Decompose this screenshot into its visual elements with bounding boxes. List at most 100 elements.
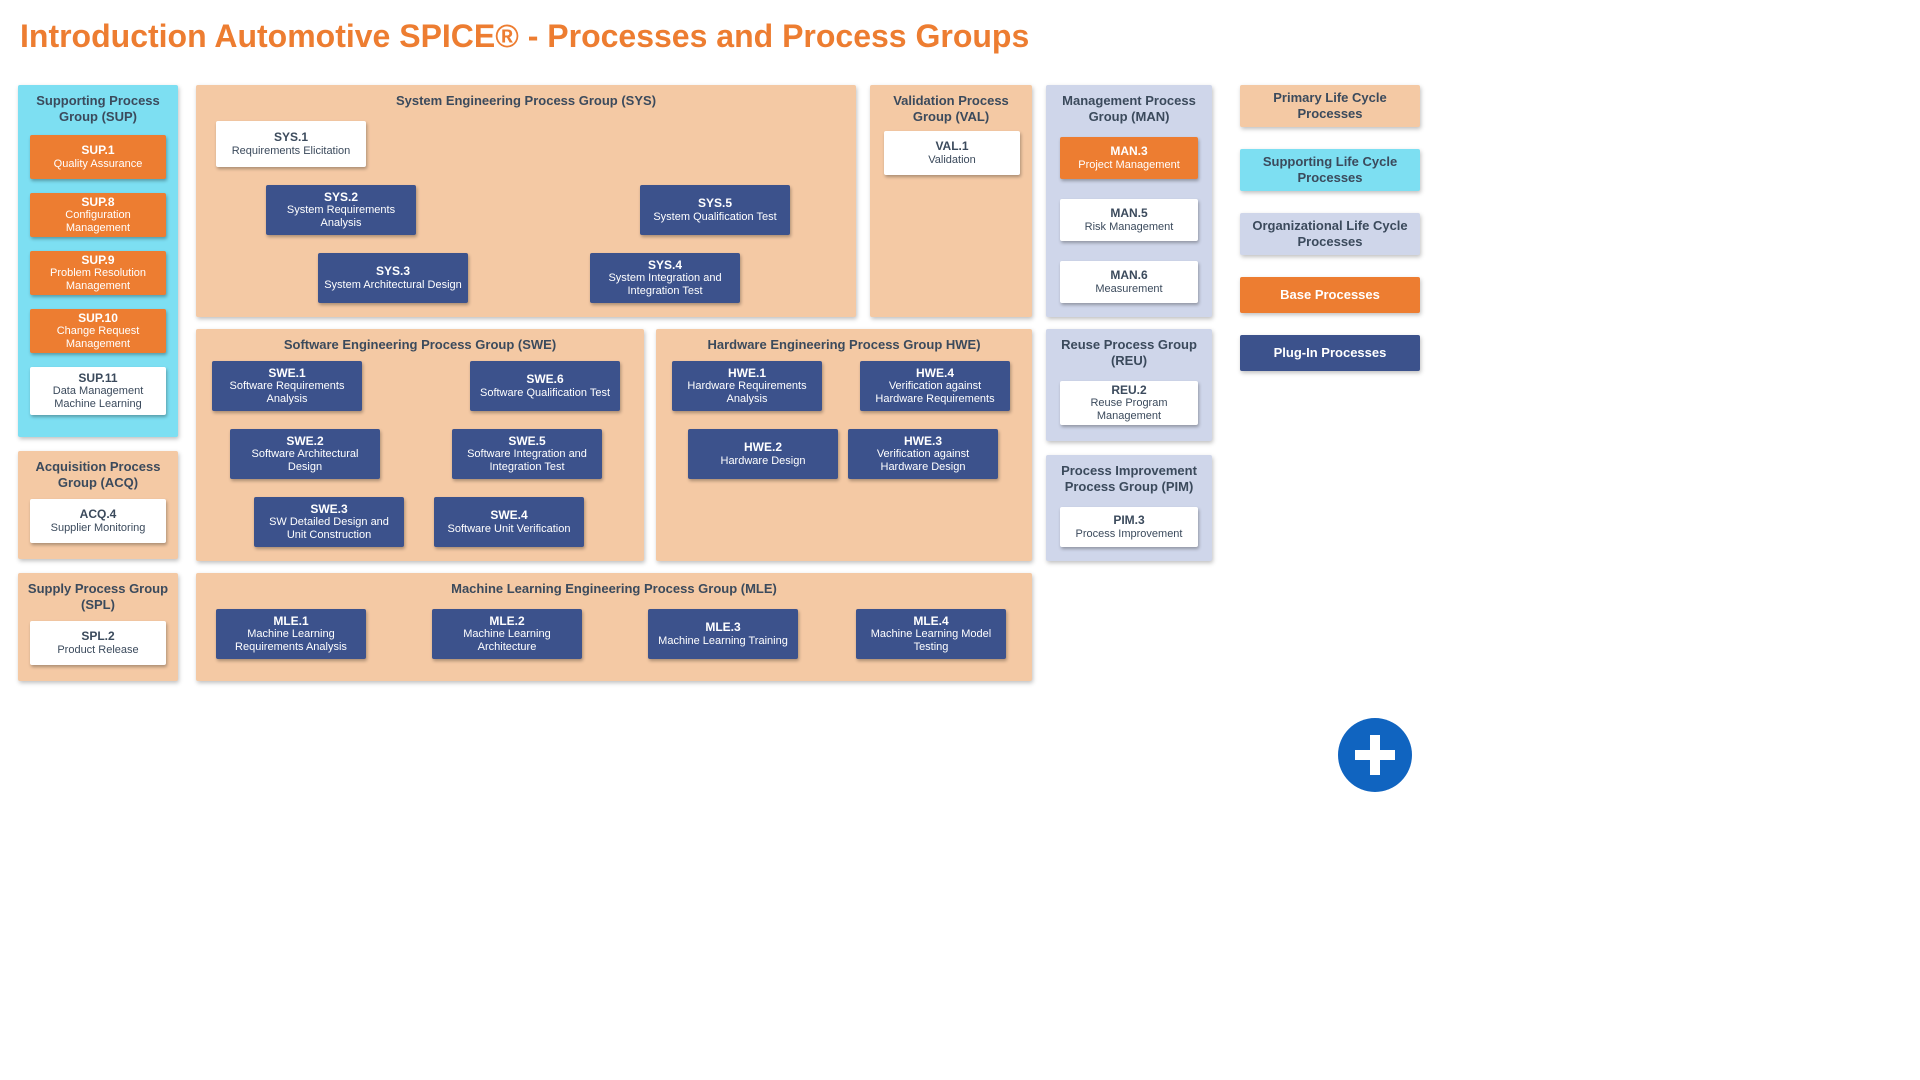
box-man5-name: Risk Management xyxy=(1085,221,1174,234)
box-swe4: SWE.4 Software Unit Verification xyxy=(434,497,584,547)
box-swe2-name: Software Architectural Design xyxy=(236,448,374,474)
box-sys4: SYS.4 System Integration and Integration… xyxy=(590,253,740,303)
box-hwe3-name: Verification against Hardware Design xyxy=(854,448,992,474)
box-sup9-name: Problem Resolution Management xyxy=(36,267,160,293)
box-sup10: SUP.10 Change Request Management xyxy=(30,309,166,353)
box-swe1-name: Software Requirements Analysis xyxy=(218,380,356,406)
box-acq4-name: Supplier Monitoring xyxy=(51,522,146,535)
group-sup-title: Supporting Process Group (SUP) xyxy=(18,85,178,132)
box-hwe1: HWE.1 Hardware Requirements Analysis xyxy=(672,361,822,411)
box-val1: VAL.1 Validation xyxy=(884,131,1020,175)
box-mle3: MLE.3 Machine Learning Training xyxy=(648,609,798,659)
box-hwe4-name: Verification against Hardware Requiremen… xyxy=(866,380,1004,406)
group-val: Validation Process Group (VAL) xyxy=(870,85,1032,317)
box-sys1-name: Requirements Elicitation xyxy=(232,145,351,158)
box-sup11-name: Data Management Machine Learning xyxy=(36,385,160,411)
box-sup11: SUP.11 Data Management Machine Learning xyxy=(30,367,166,415)
box-spl2: SPL.2 Product Release xyxy=(30,621,166,665)
box-swe5-name: Software Integration and Integration Tes… xyxy=(458,448,596,474)
legend-org: Organizational Life Cycle Processes xyxy=(1240,213,1420,255)
box-hwe4-code: HWE.4 xyxy=(916,366,954,380)
box-sup8-name: Configuration Management xyxy=(36,209,160,235)
box-swe1-code: SWE.1 xyxy=(268,366,305,380)
group-hwe-title: Hardware Engineering Process Group HWE) xyxy=(656,329,1032,359)
box-swe1: SWE.1 Software Requirements Analysis xyxy=(212,361,362,411)
box-sys3-name: System Architectural Design xyxy=(324,279,462,292)
box-sup10-name: Change Request Management xyxy=(36,325,160,351)
box-sys4-code: SYS.4 xyxy=(648,258,682,272)
group-mle-title: Machine Learning Engineering Process Gro… xyxy=(196,573,1032,603)
box-hwe3-code: HWE.3 xyxy=(904,434,942,448)
group-val-title: Validation Process Group (VAL) xyxy=(870,85,1032,132)
box-sys5: SYS.5 System Qualification Test xyxy=(640,185,790,235)
box-mle2: MLE.2 Machine Learning Architecture xyxy=(432,609,582,659)
box-swe2-code: SWE.2 xyxy=(286,434,323,448)
box-spl2-name: Product Release xyxy=(57,644,138,657)
box-mle1-name: Machine Learning Requirements Analysis xyxy=(222,628,360,654)
box-swe5-code: SWE.5 xyxy=(508,434,545,448)
box-sup1: SUP.1 Quality Assurance xyxy=(30,135,166,179)
box-sys5-code: SYS.5 xyxy=(698,196,732,210)
box-sup10-code: SUP.10 xyxy=(78,311,118,325)
box-man6: MAN.6 Measurement xyxy=(1060,261,1198,303)
box-mle3-name: Machine Learning Training xyxy=(658,635,788,648)
box-sys1: SYS.1 Requirements Elicitation xyxy=(216,121,366,167)
add-button[interactable] xyxy=(1338,718,1412,792)
box-hwe2: HWE.2 Hardware Design xyxy=(688,429,838,479)
box-sup8: SUP.8 Configuration Management xyxy=(30,193,166,237)
legend-primary: Primary Life Cycle Processes xyxy=(1240,85,1420,127)
box-sys3: SYS.3 System Architectural Design xyxy=(318,253,468,303)
box-mle4-code: MLE.4 xyxy=(913,614,948,628)
group-spl-title: Supply Process Group (SPL) xyxy=(18,573,178,620)
box-swe3-name: SW Detailed Design and Unit Construction xyxy=(260,516,398,542)
box-mle2-name: Machine Learning Architecture xyxy=(438,628,576,654)
box-man5-code: MAN.5 xyxy=(1110,206,1147,220)
legend-base: Base Processes xyxy=(1240,277,1420,313)
box-mle2-code: MLE.2 xyxy=(489,614,524,628)
legend-support: Supporting Life Cycle Processes xyxy=(1240,149,1420,191)
box-sup9-code: SUP.9 xyxy=(81,253,114,267)
box-swe6-name: Software Qualification Test xyxy=(480,387,610,400)
legend-plugin: Plug-In Processes xyxy=(1240,335,1420,371)
box-pim3-name: Process Improvement xyxy=(1076,528,1183,541)
box-sys1-code: SYS.1 xyxy=(274,130,308,144)
group-man-title: Management Process Group (MAN) xyxy=(1046,85,1212,132)
box-val1-name: Validation xyxy=(928,154,976,167)
box-swe2: SWE.2 Software Architectural Design xyxy=(230,429,380,479)
box-swe5: SWE.5 Software Integration and Integrati… xyxy=(452,429,602,479)
box-acq4: ACQ.4 Supplier Monitoring xyxy=(30,499,166,543)
box-sup11-code: SUP.11 xyxy=(78,371,117,385)
box-mle1-code: MLE.1 xyxy=(273,614,308,628)
box-sup8-code: SUP.8 xyxy=(81,195,114,209)
box-mle4-name: Machine Learning Model Testing xyxy=(862,628,1000,654)
box-man3: MAN.3 Project Management xyxy=(1060,137,1198,179)
box-hwe4: HWE.4 Verification against Hardware Requ… xyxy=(860,361,1010,411)
box-swe6-code: SWE.6 xyxy=(526,372,563,386)
box-sys3-code: SYS.3 xyxy=(376,264,410,278)
box-man3-name: Project Management xyxy=(1078,159,1180,172)
group-swe-title: Software Engineering Process Group (SWE) xyxy=(196,329,644,359)
box-man3-code: MAN.3 xyxy=(1110,144,1147,158)
box-hwe1-code: HWE.1 xyxy=(728,366,766,380)
box-swe3-code: SWE.3 xyxy=(310,502,347,516)
box-sys2-name: System Requirements Analysis xyxy=(272,204,410,230)
box-val1-code: VAL.1 xyxy=(935,139,968,153)
box-spl2-code: SPL.2 xyxy=(81,629,114,643)
box-pim3-code: PIM.3 xyxy=(1113,513,1144,527)
diagram-canvas: Supporting Process Group (SUP) SUP.1 Qua… xyxy=(0,85,1440,765)
box-swe4-name: Software Unit Verification xyxy=(448,523,571,536)
box-acq4-code: ACQ.4 xyxy=(80,507,117,521)
box-man6-name: Measurement xyxy=(1095,283,1162,296)
box-man5: MAN.5 Risk Management xyxy=(1060,199,1198,241)
group-sys-title: System Engineering Process Group (SYS) xyxy=(196,85,856,115)
group-acq-title: Acquisition Process Group (ACQ) xyxy=(18,451,178,498)
box-sys2: SYS.2 System Requirements Analysis xyxy=(266,185,416,235)
box-sys2-code: SYS.2 xyxy=(324,190,358,204)
box-reu2-code: REU.2 xyxy=(1111,383,1146,397)
box-pim3: PIM.3 Process Improvement xyxy=(1060,507,1198,547)
box-swe3: SWE.3 SW Detailed Design and Unit Constr… xyxy=(254,497,404,547)
box-swe6: SWE.6 Software Qualification Test xyxy=(470,361,620,411)
box-sup9: SUP.9 Problem Resolution Management xyxy=(30,251,166,295)
box-man6-code: MAN.6 xyxy=(1110,268,1147,282)
box-mle4: MLE.4 Machine Learning Model Testing xyxy=(856,609,1006,659)
